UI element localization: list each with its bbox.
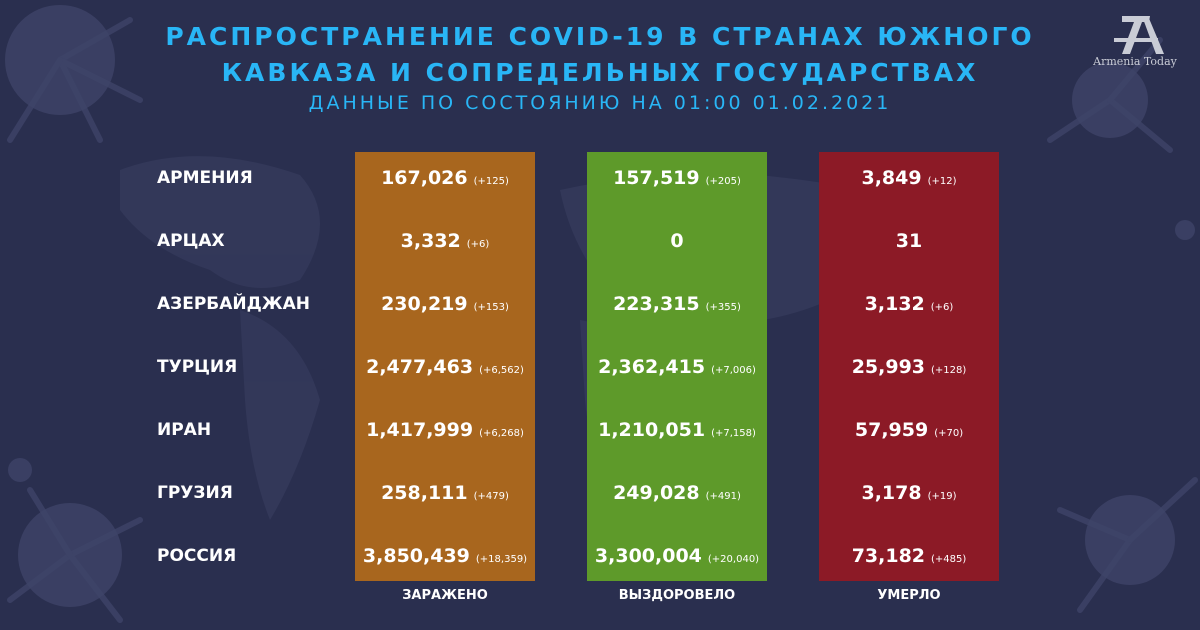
infected-cell: 1,417,999 (+6,268) [355,415,535,445]
country-label: ИРАН [157,420,212,440]
infected-value: 3,332 [400,230,461,252]
infected-value: 230,219 [381,293,468,315]
infected-delta: (+125) [473,176,509,187]
recovered-value: 0 [670,230,684,252]
recovered-value: 1,210,051 [598,419,706,441]
recovered-value: 223,315 [613,293,700,315]
recovered-value: 249,028 [613,482,700,504]
page-title-line2: КАВКАЗА И СОПРЕДЕЛЬНЫХ ГОСУДАРСТВАХ [221,58,979,87]
column-label-died: УМЕРЛО [877,588,941,603]
recovered-cell: 249,028 (+491) [587,478,767,508]
recovered-delta: (+7,006) [711,365,756,376]
recovered-value: 2,362,415 [598,356,706,378]
infected-cell: 230,219 (+153) [355,289,535,319]
armenia-today-logo-icon [1114,16,1164,54]
infected-value: 3,850,439 [362,545,470,567]
died-delta: (+70) [934,428,964,439]
infected-delta: (+6,562) [479,365,524,376]
died-value: 25,993 [851,356,926,378]
recovered-value: 3,300,004 [594,545,702,567]
infected-delta: (+6,268) [479,428,524,439]
died-delta: (+19) [927,491,957,502]
recovered-cell: 2,362,415 (+7,006) [587,352,767,382]
died-cell: 3,849 (+12) [819,163,999,193]
died-value: 57,959 [854,419,929,441]
infected-cell: 258,111 (+479) [355,478,535,508]
infected-cell: 167,026 (+125) [355,163,535,193]
infected-delta: (+18,359) [475,554,528,565]
country-label: РОССИЯ [157,546,237,566]
infected-cell: 2,477,463 (+6,562) [355,352,535,382]
logo-text: Armenia Today [1093,55,1177,68]
infected-value: 2,477,463 [366,356,474,378]
recovered-column [587,152,767,581]
column-label-recovered: ВЫЗДОРОВЕЛО [618,588,736,603]
infected-value: 1,417,999 [366,419,474,441]
infected-delta: (+6) [466,239,490,250]
recovered-cell: 0 [587,226,767,256]
infected-cell: 3,850,439 (+18,359) [355,541,535,571]
recovered-cell: 157,519 (+205) [587,163,767,193]
died-delta: (+6) [930,302,954,313]
country-label: АЗЕРБАЙДЖАН [157,294,310,314]
infected-cell: 3,332 (+6) [355,226,535,256]
recovered-delta: (+205) [705,176,741,187]
died-cell: 3,178 (+19) [819,478,999,508]
infected-delta: (+479) [473,491,509,502]
page-title-line1: РАСПРОСТРАНЕНИЕ COVID-19 В СТРАНАХ ЮЖНОГ… [165,22,1035,51]
recovered-delta: (+355) [705,302,741,313]
infected-column [355,152,535,581]
died-cell: 73,182 (+485) [819,541,999,571]
page-subtitle: ДАННЫЕ ПО СОСТОЯНИЮ НА 01:00 01.02.2021 [308,92,892,114]
country-label: ГРУЗИЯ [157,483,233,503]
died-cell: 3,132 (+6) [819,289,999,319]
died-value: 73,182 [851,545,926,567]
died-value: 3,178 [861,482,922,504]
died-value: 31 [895,230,923,252]
died-column [819,152,999,581]
died-delta: (+485) [931,554,967,565]
recovered-value: 157,519 [613,167,700,189]
recovered-cell: 1,210,051 (+7,158) [587,415,767,445]
recovered-delta: (+20,040) [707,554,760,565]
country-label: АРЦАХ [157,231,225,251]
recovered-delta: (+491) [705,491,741,502]
died-delta: (+12) [927,176,957,187]
infected-delta: (+153) [473,302,509,313]
died-delta: (+128) [931,365,967,376]
recovered-cell: 3,300,004 (+20,040) [587,541,767,571]
died-value: 3,132 [864,293,925,315]
infected-value: 258,111 [381,482,468,504]
country-label: АРМЕНИЯ [157,168,253,188]
died-cell: 57,959 (+70) [819,415,999,445]
died-value: 3,849 [861,167,922,189]
column-label-infected: ЗАРАЖЕНО [402,588,488,603]
died-cell: 31 [819,226,999,256]
died-cell: 25,993 (+128) [819,352,999,382]
infected-value: 167,026 [381,167,468,189]
recovered-delta: (+7,158) [711,428,756,439]
country-label: ТУРЦИЯ [157,357,238,377]
recovered-cell: 223,315 (+355) [587,289,767,319]
